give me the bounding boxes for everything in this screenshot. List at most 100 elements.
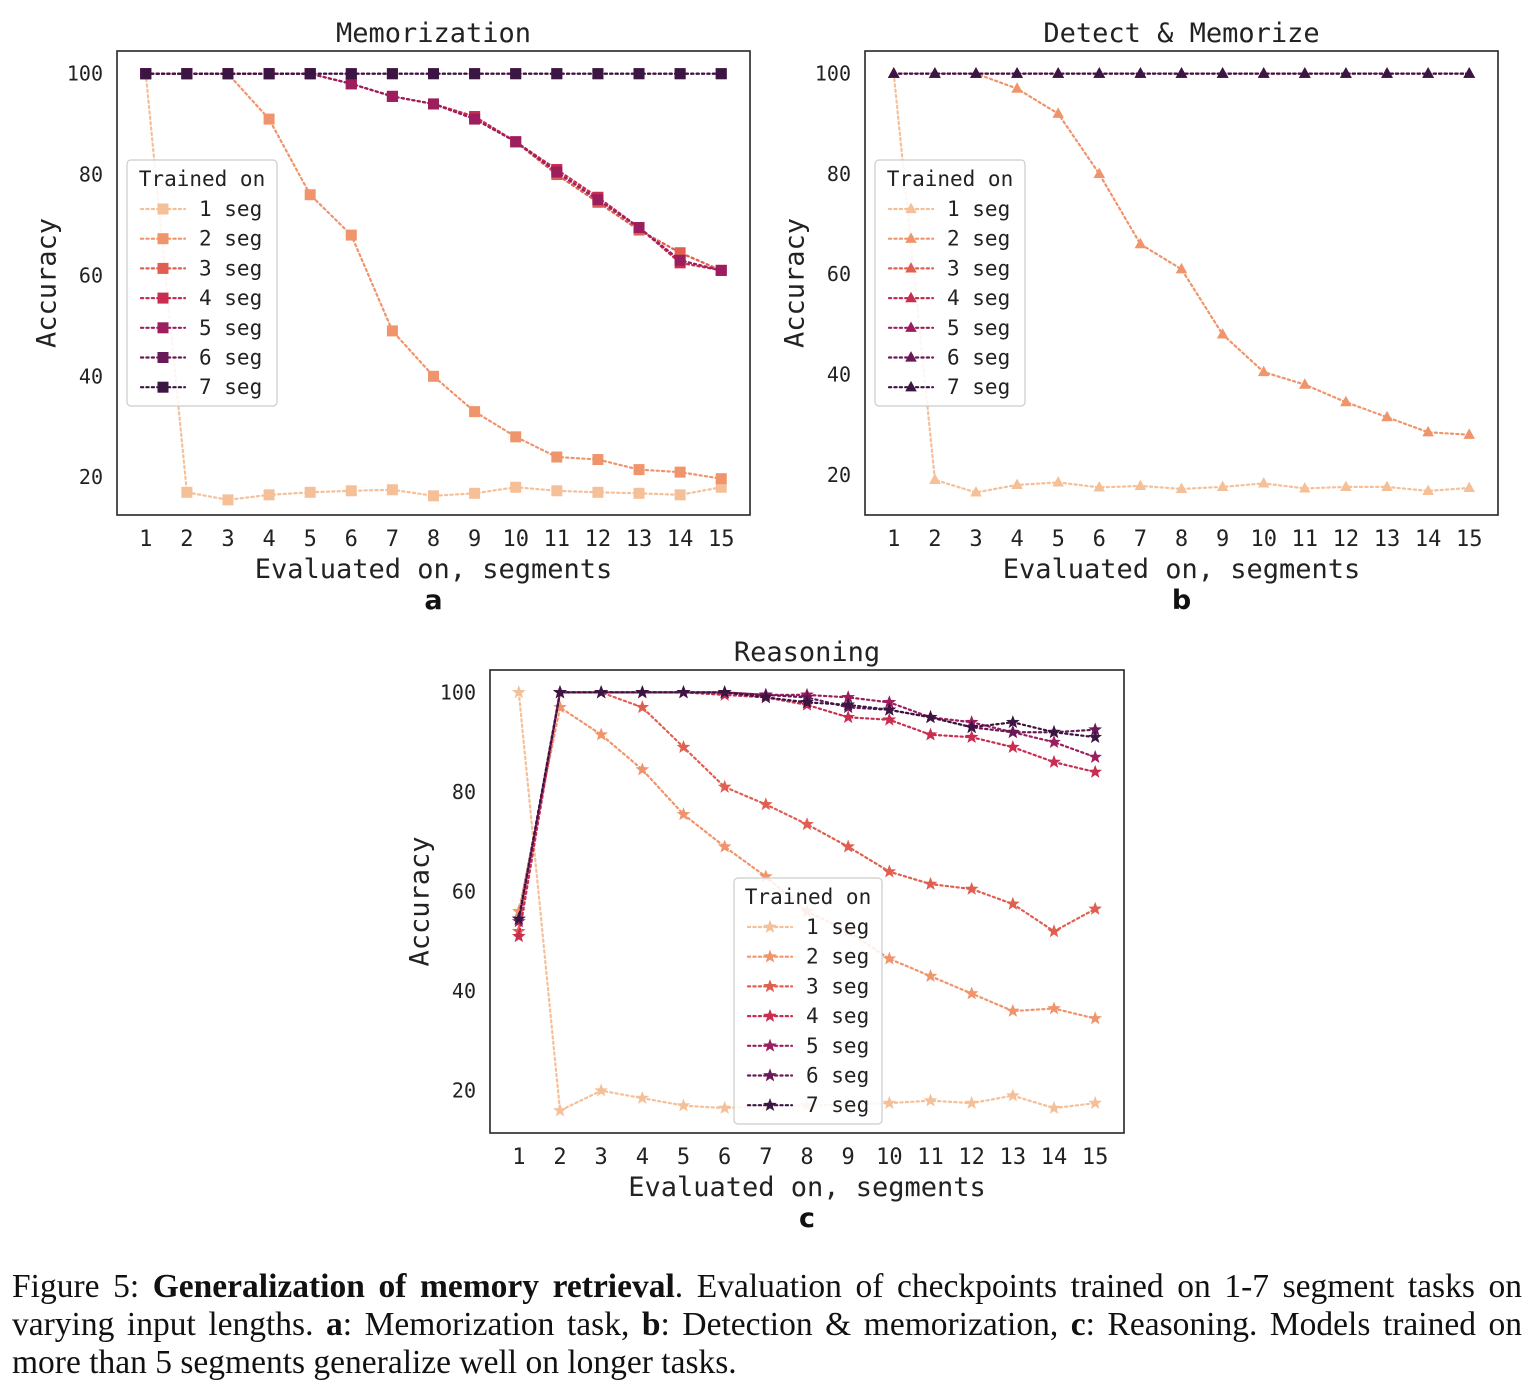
data-point [510,431,522,443]
data-point [1134,67,1147,78]
data-point [929,473,941,485]
data-point [1463,428,1476,439]
x-tick-label: 15 [1456,527,1483,552]
caption-figure-label: Figure 5: [12,1268,140,1305]
data-point [386,325,398,337]
data-point [1257,477,1270,488]
data-point [923,1093,938,1107]
data-point [887,67,900,78]
data-point [263,68,275,80]
data-point [717,685,732,699]
data-point [1011,478,1023,490]
data-point [428,68,439,80]
panel-label: b [1172,585,1191,616]
x-tick-label: 9 [1216,527,1229,552]
data-point [594,1083,608,1097]
y-axis-label: Accuracy [780,218,811,348]
data-point [1175,67,1188,78]
data-point [510,481,522,493]
x-tick-label: 11 [917,1145,944,1170]
x-tick-label: 10 [876,1145,903,1170]
data-point [1006,1088,1020,1102]
legend-entry-label: 3 seg [806,974,869,998]
data-point [1216,480,1229,492]
data-point [676,739,691,753]
y-tick-label: 60 [452,880,476,904]
x-tick-label: 4 [636,1145,649,1170]
x-tick-label: 15 [1082,1145,1109,1170]
data-point [964,1095,979,1109]
plot-area [511,685,1103,1117]
data-point [1257,365,1270,377]
x-tick-label: 3 [221,527,234,552]
legend-swatch-marker [157,352,169,363]
x-tick-label: 7 [386,527,399,552]
legend-entry-label: 4 seg [947,286,1010,310]
data-point [510,68,522,80]
x-tick-label: 7 [1134,527,1147,552]
data-point [635,685,650,699]
series-line-1 [517,691,1097,1113]
data-point [469,406,481,418]
data-point [1088,722,1103,736]
legend-entry-label: 2 seg [199,227,262,251]
data-point [1006,1003,1020,1017]
legend-swatch-marker [905,202,917,214]
legend-entry-label: 6 seg [806,1064,869,1088]
data-point [304,189,316,201]
axes-frame [116,50,751,516]
x-tick-label: 10 [1250,527,1277,552]
x-tick-label: 6 [718,1145,731,1170]
legend-swatch-marker [763,1008,777,1022]
x-axis-label: Evaluated on, segments [628,1172,986,1203]
data-point [964,720,979,734]
plot-area [887,67,1476,497]
data-point [1216,328,1229,339]
data-point [758,797,773,811]
x-tick-label: 1 [887,527,900,552]
data-point [428,370,439,382]
y-axis-label: Accuracy [405,836,436,966]
x-tick-label: 14 [1415,527,1442,552]
data-point [717,1100,732,1114]
data-point [1088,1011,1103,1025]
data-point [882,864,897,878]
legend-swatch-marker [157,262,169,274]
data-point [1011,67,1023,78]
legend-box [733,877,883,1125]
x-tick-label: 10 [502,527,529,552]
data-point [263,489,275,501]
legend-swatch-marker [763,1068,777,1082]
chart-title: Detect & Memorize [1043,18,1319,49]
data-point [635,700,650,714]
panel-label: a [424,585,442,616]
data-point [882,695,897,709]
series-line-2 [892,72,1471,436]
legend-title: Trained on [887,167,1013,191]
y-tick-label: 60 [827,262,851,286]
data-point [386,90,398,102]
plot-area [140,68,727,506]
data-point [181,68,193,80]
data-point [635,1090,650,1104]
caption-a-label: a [326,1306,343,1343]
data-point [841,839,856,853]
caption-c-text: : Reasoning. Models trained on more than… [12,1306,1523,1381]
y-tick-label: 100 [440,680,476,704]
data-point [964,730,979,744]
data-point [592,68,604,80]
chart-title: Memorization [336,18,531,49]
data-point [511,929,526,943]
data-point [345,485,357,497]
data-point [1006,715,1020,729]
legend-swatch-marker [905,262,917,273]
data-point [222,68,234,80]
data-point [1052,67,1064,78]
data-point [469,68,481,80]
data-point [1047,1100,1061,1114]
data-point [1011,82,1023,93]
data-point [1381,410,1393,422]
legend-swatch-marker [157,322,169,334]
data-point [1381,67,1393,78]
data-point [553,1103,567,1117]
